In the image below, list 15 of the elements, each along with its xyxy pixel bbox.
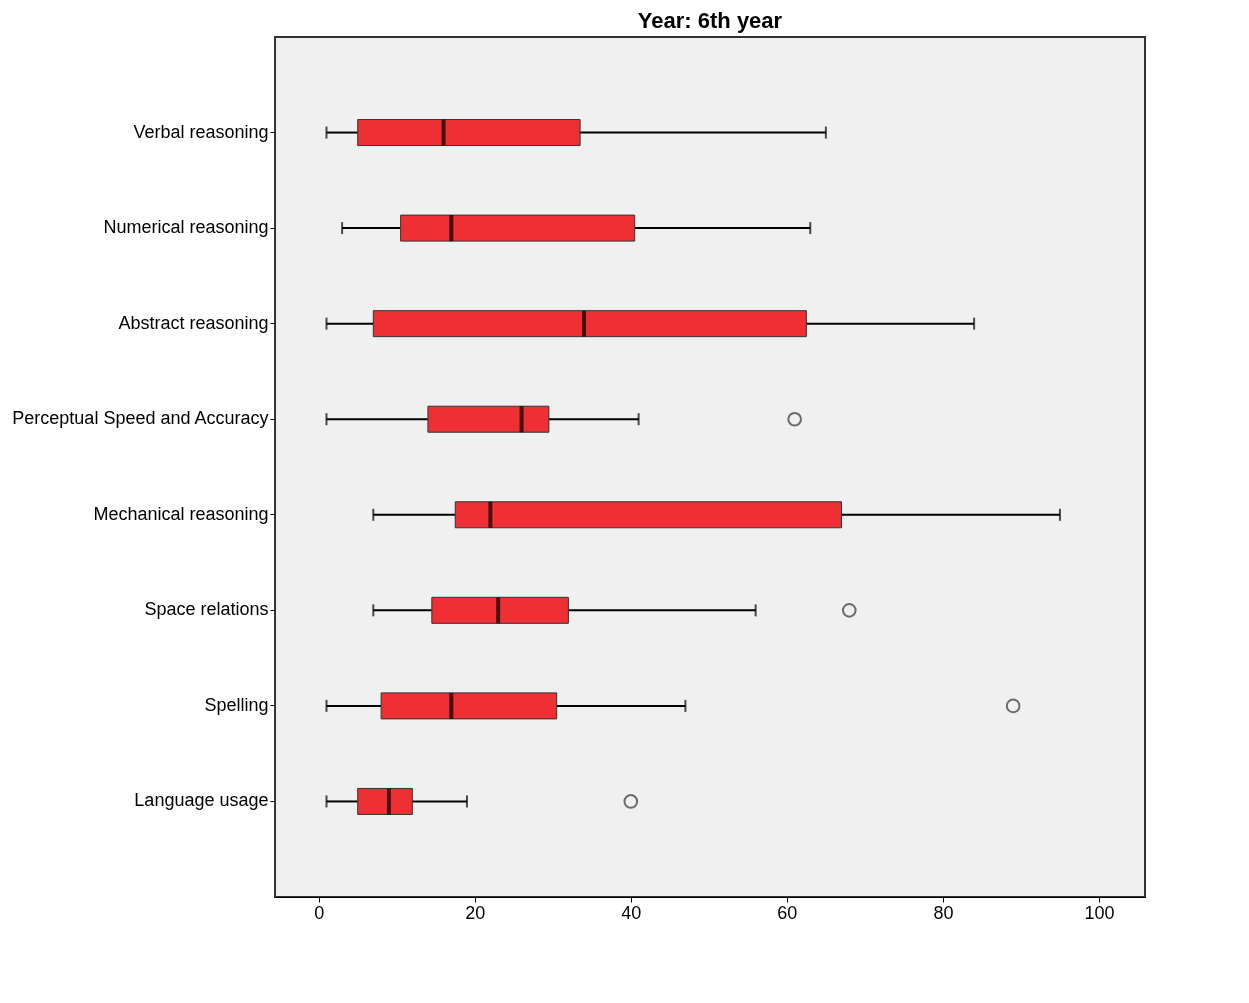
x-tick-label: 0 [314,902,325,923]
x-tick-label: 100 [1084,902,1115,923]
y-tick-label: Verbal reasoning [133,121,269,142]
x-tick-label: 60 [777,902,798,923]
x-tick-label: 80 [933,902,954,923]
x-tick-label: 40 [621,902,642,923]
y-tick-label: Numerical reasoning [103,217,269,238]
x-tick-label: 20 [465,902,486,923]
chart-title: Year: 6th year [637,8,783,33]
y-tick-label: Perceptual Speed and Accuracy [12,408,269,429]
y-tick-label: Mechanical reasoning [93,503,269,524]
y-tick-label: Spelling [204,694,269,715]
y-tick-label: Abstract reasoning [118,312,269,333]
y-tick-label: Space relations [144,599,269,620]
y-tick-label: Language usage [134,790,269,811]
